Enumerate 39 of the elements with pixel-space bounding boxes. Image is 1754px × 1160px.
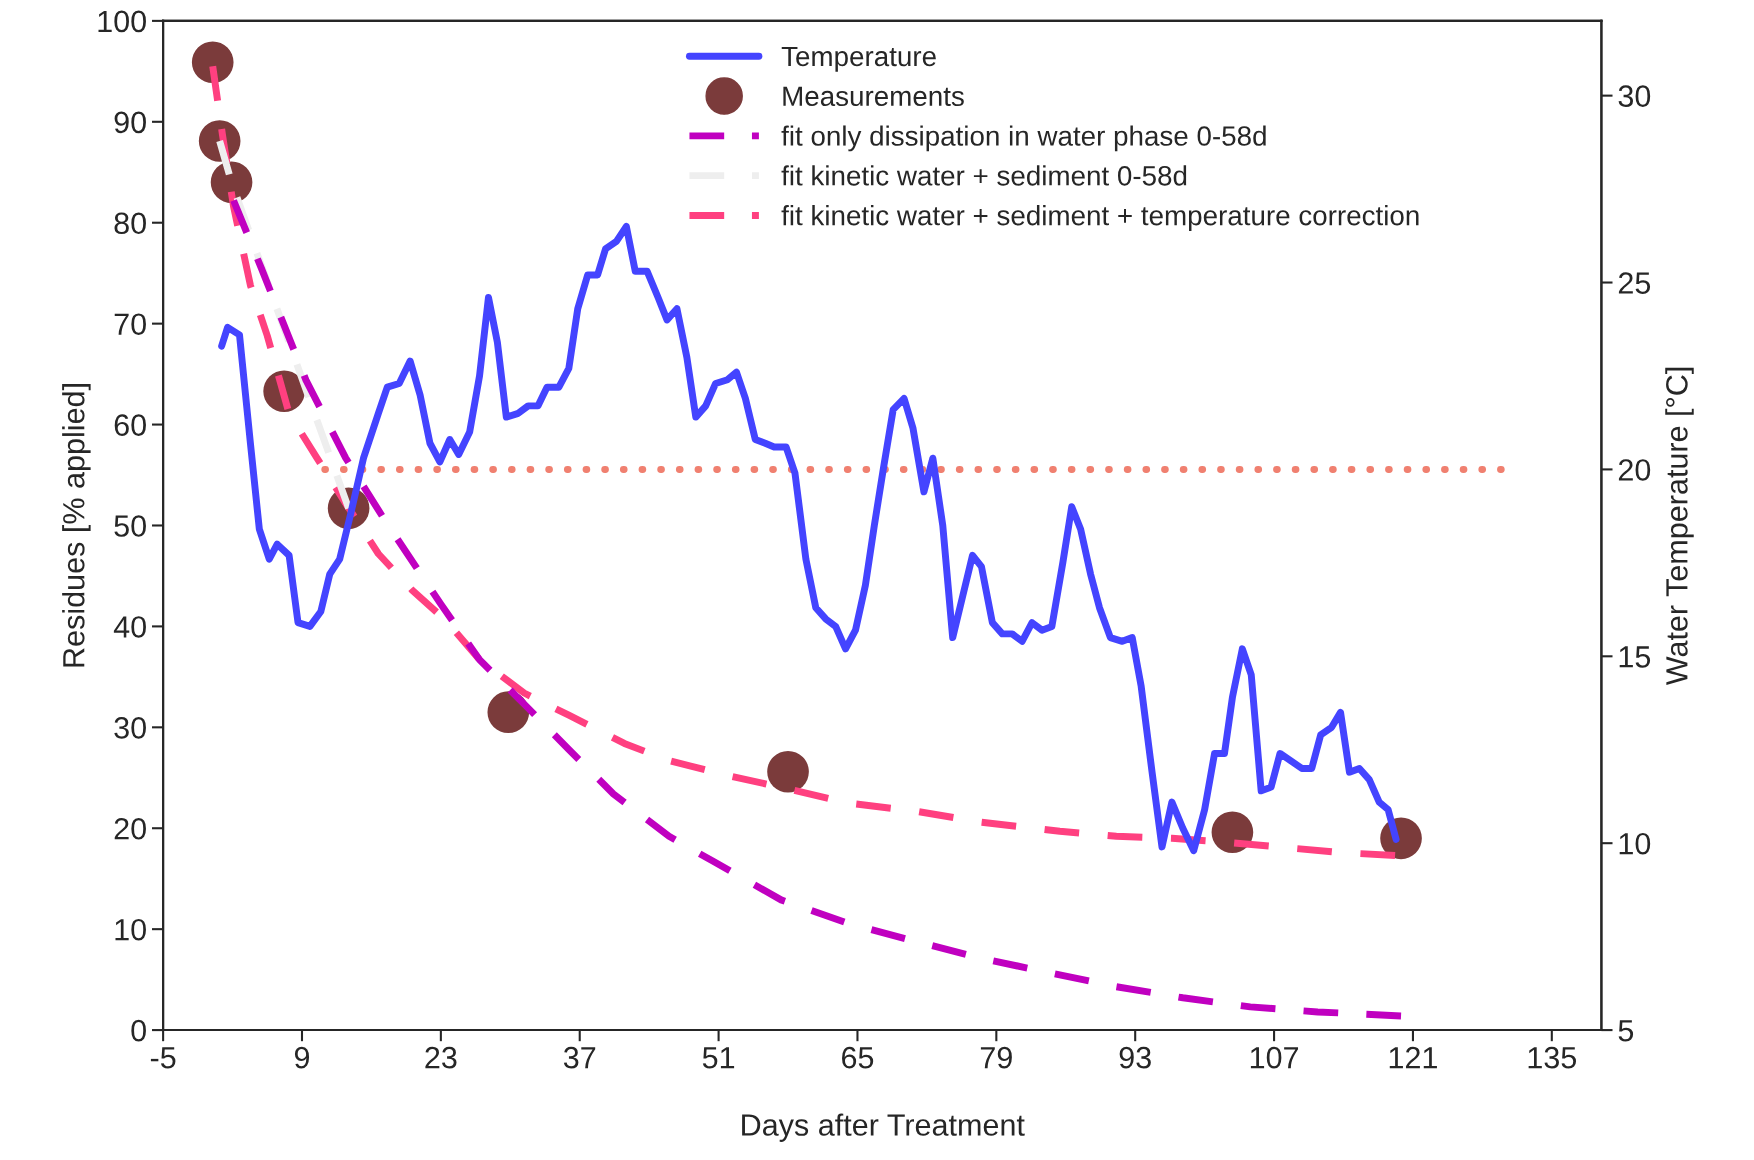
- y-tick-label: 30: [114, 717, 146, 739]
- y2-tick-label: 30: [1618, 85, 1651, 108]
- x-tick-label: -5: [150, 1047, 176, 1069]
- y2-axis-title: Water Temperature [°C]: [1665, 367, 1694, 686]
- y-tick-label: 10: [115, 918, 146, 941]
- y-tick-label: 50: [114, 515, 146, 537]
- y2-tick-label: 15: [1619, 646, 1651, 668]
- x-tick-label: 23: [425, 1046, 457, 1069]
- x-tick-label: 9: [294, 1046, 310, 1069]
- x-tick-label: 65: [842, 1046, 874, 1069]
- legend-label: fit kinetic water + sediment + temperature correction: [781, 205, 1419, 231]
- x-tick-label: 107: [1250, 1046, 1299, 1069]
- x-tick-label: 93: [1119, 1046, 1151, 1069]
- point: [1211, 811, 1254, 854]
- point: [191, 41, 234, 84]
- legend-label: Measurements: [783, 86, 964, 107]
- x-tick-label: 37: [563, 1046, 596, 1069]
- legend-label: fit only dissipation in water phase 0-58d: [781, 125, 1266, 152]
- y-tick-label: 100: [98, 10, 146, 33]
- point: [767, 750, 809, 793]
- x-tick-label: 135: [1528, 1046, 1577, 1069]
- legend-label: fit kinetic water + sediment 0-58d: [781, 165, 1187, 186]
- y2-tick-label: 10: [1619, 832, 1651, 855]
- x-axis-title: Days after Treatment: [742, 1113, 1025, 1142]
- x-tick-label: 51: [702, 1047, 735, 1069]
- x-tick-label: 79: [980, 1046, 1012, 1069]
- y2-tick-label: 5: [1618, 1020, 1634, 1042]
- y-tick-label: 20: [114, 817, 146, 840]
- legend-label: Temperature: [781, 46, 936, 72]
- x-tick-label: 121: [1389, 1046, 1437, 1069]
- y2-tick-label: 20: [1618, 459, 1651, 481]
- y-tick-label: 40: [113, 616, 146, 638]
- y-tick-label: 70: [114, 313, 146, 336]
- y-tick-label: 80: [114, 212, 146, 235]
- y-tick-label: 60: [114, 414, 146, 436]
- y-tick-label: 90: [114, 111, 146, 134]
- y2-tick-label: 25: [1618, 272, 1651, 294]
- y-tick-label: 0: [131, 1019, 146, 1042]
- y-axis-title: Residues [% applied]: [62, 384, 91, 667]
